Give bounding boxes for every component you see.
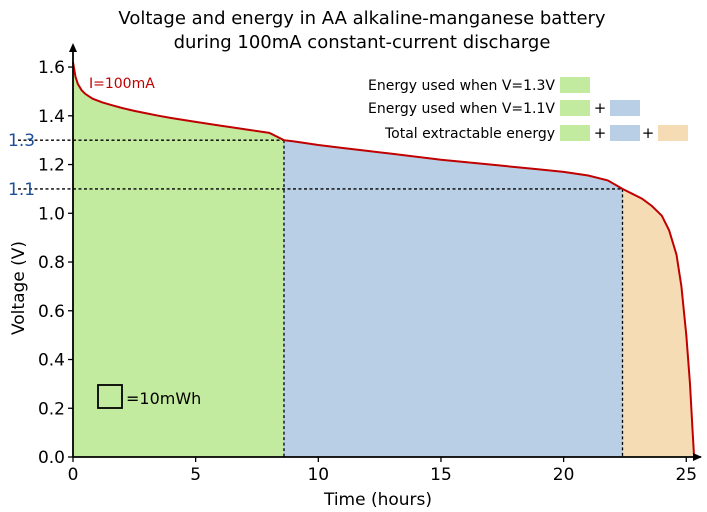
current-label: I=100mA	[89, 76, 155, 92]
y-tick-label: 1.2	[38, 156, 65, 176]
legend-swatch	[610, 125, 640, 141]
legend-label: Total extractable energy	[384, 126, 555, 142]
threshold-label-1.1: 1.1	[8, 180, 35, 200]
scale-box-square	[97, 384, 123, 409]
y-tick-label: 0.4	[38, 351, 65, 371]
legend-swatch	[610, 100, 640, 116]
x-axis-label: Time (hours)	[323, 490, 432, 510]
chart-title-line-2: during 100mA constant-current discharge	[174, 32, 551, 53]
legend-plus: +	[594, 124, 607, 142]
x-tick-label: 10	[307, 465, 329, 485]
y-tick-label: 1.6	[38, 58, 65, 78]
chart-title-line-1: Voltage and energy in AA alkaline-mangan…	[118, 8, 606, 29]
energy-region-1	[73, 62, 284, 457]
legend-plus: +	[594, 99, 607, 117]
x-axis-arrow-icon	[693, 453, 702, 461]
x-tick-label: 5	[190, 465, 201, 485]
y-tick-label: 0.0	[38, 448, 65, 468]
legend-label: Energy used when V=1.1V	[368, 101, 555, 117]
y-tick-label: 1.4	[38, 107, 65, 127]
y-tick-label: 1.0	[38, 204, 65, 224]
energy-region-2	[284, 140, 623, 457]
legend-swatch	[658, 125, 688, 141]
legend-swatch	[560, 100, 590, 116]
discharge-curve	[72, 62, 696, 458]
energy-region-3	[622, 188, 695, 457]
x-tick-label: 25	[675, 465, 697, 485]
y-tick-label: 0.6	[38, 302, 65, 322]
y-axis-arrow-icon	[69, 43, 77, 52]
x-tick-label: 20	[553, 465, 575, 485]
y-tick-label: 0.8	[38, 253, 65, 273]
legend-swatch	[560, 125, 590, 141]
legend-label: Energy used when V=1.3V	[368, 78, 555, 94]
legend-plus: +	[642, 124, 655, 142]
legend-swatch	[560, 77, 590, 93]
threshold-label-1.3: 1.3	[8, 131, 35, 151]
y-tick-label: 0.2	[38, 399, 65, 419]
x-tick-label: 0	[68, 465, 79, 485]
y-axis-label: Voltage (V)	[9, 241, 29, 335]
scale-box-label: =10mWh	[126, 389, 201, 408]
x-tick-label: 15	[430, 465, 452, 485]
